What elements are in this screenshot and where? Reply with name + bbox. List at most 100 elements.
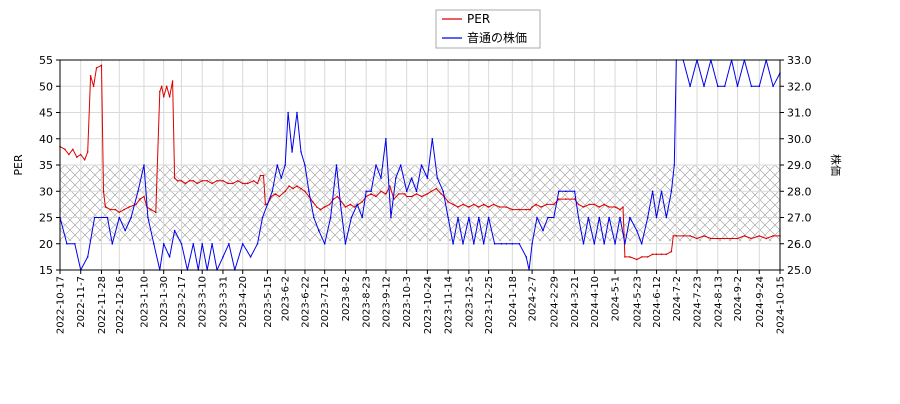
series-line-stock-price xyxy=(59,59,781,271)
x-tick-label: 2022-11-28 xyxy=(97,276,108,334)
data-point-per xyxy=(531,206,533,208)
x-tick-label: 2023-2-17 xyxy=(177,276,188,328)
data-point-per xyxy=(252,180,255,182)
data-point-stock-price xyxy=(266,203,269,206)
x-tick-label: 2023-1-30 xyxy=(159,276,170,328)
data-point-per xyxy=(505,206,508,208)
data-point-stock-price xyxy=(380,177,382,179)
data-point-per xyxy=(300,187,302,190)
data-point-per xyxy=(420,195,423,198)
y-tick-label-left: 30 xyxy=(39,185,53,198)
data-point-stock-price xyxy=(593,243,596,245)
data-point-per xyxy=(660,253,663,256)
data-point-stock-price xyxy=(500,243,503,245)
data-point-per xyxy=(86,151,89,153)
data-point-per xyxy=(380,190,382,193)
data-point-stock-price xyxy=(162,243,165,245)
data-point-per xyxy=(675,235,678,237)
data-point-stock-price xyxy=(660,190,663,193)
data-point-per xyxy=(614,206,616,208)
data-point-per xyxy=(629,256,631,258)
data-point-per xyxy=(336,195,339,198)
data-point-stock-price xyxy=(130,216,132,219)
data-point-per xyxy=(655,253,658,256)
data-point-stock-price xyxy=(420,164,423,166)
data-point-per xyxy=(109,208,112,211)
x-tick-label: 2024-5-1 xyxy=(611,276,622,321)
x-tick-label: 2024-10-15 xyxy=(776,276,787,334)
data-point-stock-price xyxy=(473,243,475,245)
data-point-per xyxy=(168,96,171,98)
data-point-per xyxy=(670,250,673,253)
data-point-stock-price xyxy=(370,190,372,193)
data-point-stock-price xyxy=(553,216,555,219)
data-point-stock-price xyxy=(284,164,287,166)
data-point-stock-price xyxy=(673,164,676,166)
data-point-per xyxy=(415,193,418,195)
data-point-per xyxy=(264,203,267,206)
data-point-stock-price xyxy=(287,111,289,114)
data-point-stock-price xyxy=(558,190,560,193)
data-point-stock-price xyxy=(629,216,631,219)
data-point-stock-price xyxy=(143,164,145,166)
data-point-stock-price xyxy=(147,216,149,219)
x-tick-label: 2023-6-22 xyxy=(300,276,311,328)
data-point-per xyxy=(316,206,318,208)
data-point-per xyxy=(573,198,576,200)
y-tick-label-left: 45 xyxy=(39,107,53,120)
data-point-stock-price xyxy=(736,85,739,88)
data-point-per xyxy=(619,208,621,211)
data-point-per xyxy=(385,193,387,195)
data-point-per xyxy=(636,258,638,261)
x-tick-label: 2024-5-23 xyxy=(632,276,643,328)
data-point-per xyxy=(518,208,521,211)
data-point-per xyxy=(278,195,281,198)
data-point-stock-price xyxy=(318,229,320,232)
data-point-stock-price xyxy=(375,164,377,166)
data-point-stock-price xyxy=(468,216,470,219)
series-line-per xyxy=(59,64,780,260)
data-point-stock-price xyxy=(222,256,224,258)
y-tick-label-right: 31.0 xyxy=(787,107,812,120)
legend-label-per: PER xyxy=(467,12,490,26)
data-point-stock-price xyxy=(536,216,538,219)
data-point-per xyxy=(206,180,208,182)
data-point-stock-price xyxy=(608,216,610,219)
data-point-per xyxy=(672,235,675,237)
legend-box xyxy=(435,9,541,49)
data-point-stock-price xyxy=(300,151,302,153)
data-point-stock-price xyxy=(577,216,580,219)
data-point-per xyxy=(389,185,391,187)
data-point-per xyxy=(405,195,408,198)
data-point-stock-price xyxy=(636,229,638,232)
y-tick-label-right: 30.0 xyxy=(787,133,812,146)
data-point-per xyxy=(624,256,626,258)
data-point-stock-price xyxy=(772,85,774,88)
data-point-per xyxy=(92,85,95,88)
data-point-stock-price xyxy=(93,216,96,219)
data-point-stock-price xyxy=(118,216,121,219)
data-point-per xyxy=(582,206,585,208)
data-point-stock-price xyxy=(66,243,68,245)
x-tick-label: 2024-2-29 xyxy=(549,276,560,328)
data-point-stock-price xyxy=(153,243,155,245)
data-point-per xyxy=(139,198,141,200)
data-point-per xyxy=(511,208,514,211)
data-point-stock-price xyxy=(758,85,761,88)
data-point-stock-price xyxy=(241,243,244,245)
data-point-stock-price xyxy=(201,243,203,245)
data-point-per xyxy=(123,208,125,211)
data-point-stock-price xyxy=(168,256,171,258)
data-point-per xyxy=(682,235,684,237)
data-point-stock-price xyxy=(410,177,413,179)
data-point-per xyxy=(646,256,649,258)
data-point-per xyxy=(361,201,364,203)
data-point-per xyxy=(765,237,767,240)
data-point-stock-price xyxy=(655,216,658,219)
data-point-per xyxy=(640,256,643,258)
data-point-stock-price xyxy=(395,177,397,179)
data-point-per xyxy=(403,193,406,195)
data-point-per xyxy=(558,198,560,200)
data-point-per xyxy=(328,203,331,206)
data-point-stock-price xyxy=(619,216,621,219)
